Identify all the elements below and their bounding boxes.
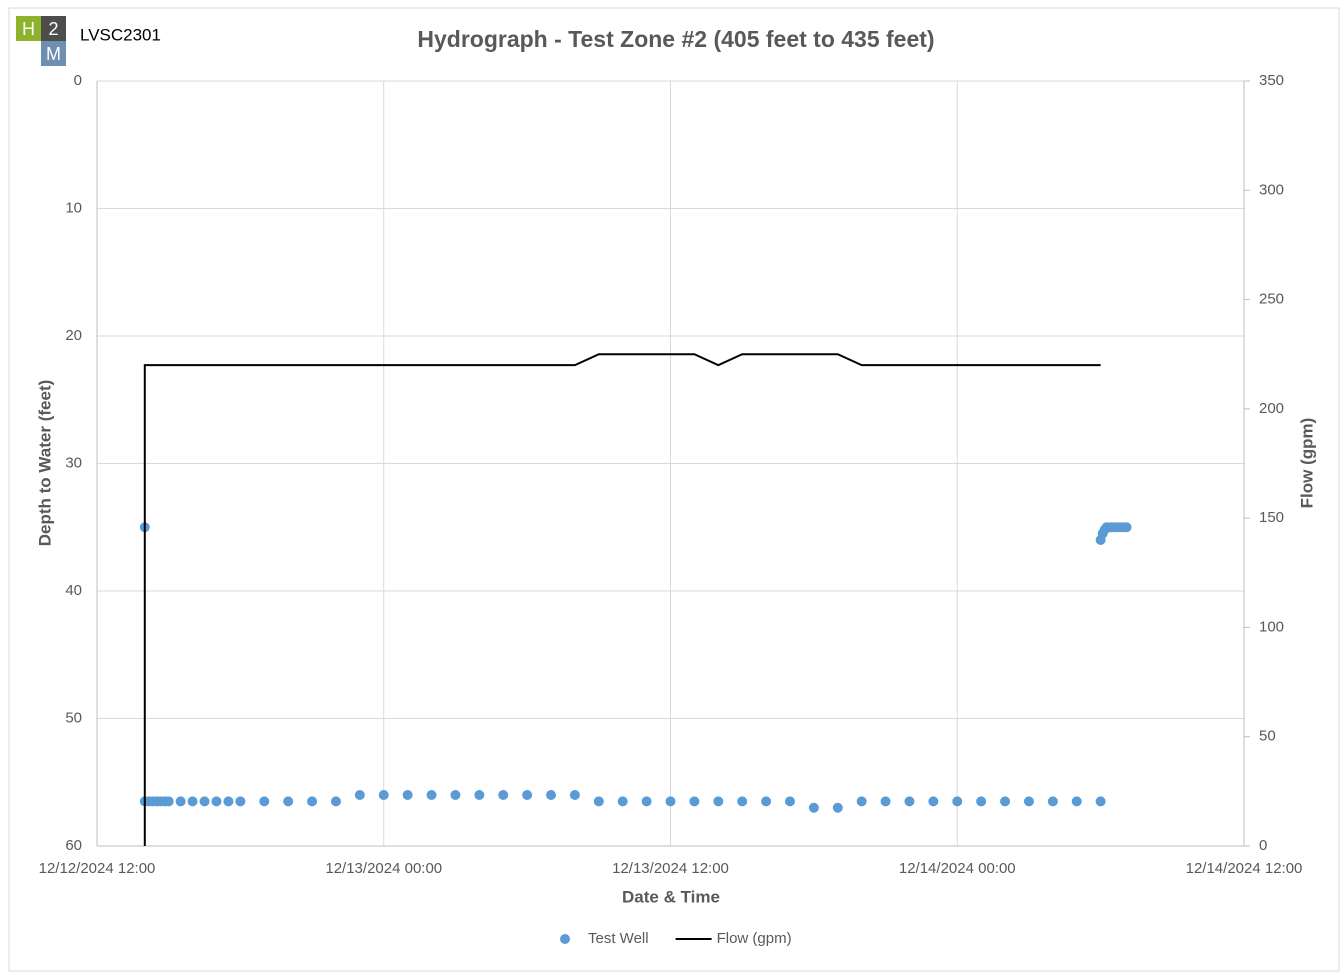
x-tick-label: 12/14/2024 12:00 <box>1186 860 1303 877</box>
x-tick-label: 12/12/2024 12:00 <box>39 860 156 877</box>
point <box>856 796 867 807</box>
point <box>235 796 246 807</box>
point <box>689 796 700 807</box>
point <box>569 790 580 800</box>
point <box>259 796 270 807</box>
point <box>641 796 652 807</box>
legend-marker <box>560 934 570 944</box>
point <box>665 796 676 807</box>
point <box>1095 796 1106 807</box>
point <box>784 796 795 807</box>
x-axis-label: Date & Time <box>622 887 720 906</box>
point <box>1121 522 1132 533</box>
point <box>808 802 819 813</box>
point <box>402 790 413 800</box>
point <box>546 790 557 800</box>
point <box>498 790 509 800</box>
point <box>880 796 891 807</box>
point <box>952 796 963 807</box>
point <box>283 796 294 807</box>
y-axis-label: Depth to Water (feet) <box>35 380 54 547</box>
point <box>832 802 843 813</box>
y2-tick-label: 50 <box>1259 728 1276 745</box>
point <box>163 796 174 807</box>
point <box>378 790 389 800</box>
point <box>211 796 222 807</box>
y-tick-label: 0 <box>74 72 82 89</box>
y2-tick-label: 100 <box>1259 618 1284 635</box>
point <box>928 796 939 807</box>
legend-label: Flow (gpm) <box>717 930 792 947</box>
y-tick-label: 50 <box>65 709 82 726</box>
logo-block <box>41 16 66 41</box>
y2-tick-label: 0 <box>1259 837 1267 854</box>
point <box>187 796 198 807</box>
logo-letter: M <box>46 44 61 64</box>
point <box>330 796 341 807</box>
point <box>522 790 533 800</box>
y2-tick-label: 350 <box>1259 72 1284 89</box>
point <box>474 790 485 800</box>
point <box>199 796 210 807</box>
point <box>307 796 318 807</box>
point <box>450 790 461 800</box>
point <box>713 796 724 807</box>
logo-block <box>41 41 66 66</box>
chart-frame <box>8 7 1340 972</box>
logo-letter: 2 <box>48 19 58 39</box>
logo-label: LVSC2301 <box>80 25 161 44</box>
y-tick-label: 20 <box>65 327 82 344</box>
y2-tick-label: 150 <box>1259 509 1284 526</box>
point <box>1047 796 1058 807</box>
legend-label: Test Well <box>588 930 649 947</box>
y-tick-label: 10 <box>65 199 82 216</box>
point <box>354 790 365 800</box>
y2-tick-label: 250 <box>1259 291 1284 308</box>
point <box>1071 796 1082 807</box>
point <box>976 796 987 807</box>
y2-axis-label: Flow (gpm) <box>1297 418 1316 509</box>
x-tick-label: 12/13/2024 00:00 <box>325 860 442 877</box>
y2-tick-label: 200 <box>1259 400 1284 417</box>
point <box>593 796 604 807</box>
point <box>761 796 772 807</box>
point <box>737 796 748 807</box>
y-tick-label: 30 <box>65 454 82 471</box>
point <box>1000 796 1011 807</box>
point <box>1023 796 1034 807</box>
x-tick-label: 12/14/2024 00:00 <box>899 860 1016 877</box>
y-tick-label: 60 <box>65 837 82 854</box>
y-tick-label: 40 <box>65 582 82 599</box>
y2-tick-label: 300 <box>1259 181 1284 198</box>
line <box>143 353 1101 846</box>
logo-block <box>16 16 41 41</box>
chart-title: Hydrograph - Test Zone #2 (405 feet to 4… <box>417 26 934 52</box>
point <box>426 790 437 800</box>
logo-letter: H <box>22 19 35 39</box>
point <box>617 796 628 807</box>
point <box>223 796 234 807</box>
x-tick-label: 12/13/2024 12:00 <box>612 860 729 877</box>
point <box>175 796 186 807</box>
point <box>904 796 915 807</box>
